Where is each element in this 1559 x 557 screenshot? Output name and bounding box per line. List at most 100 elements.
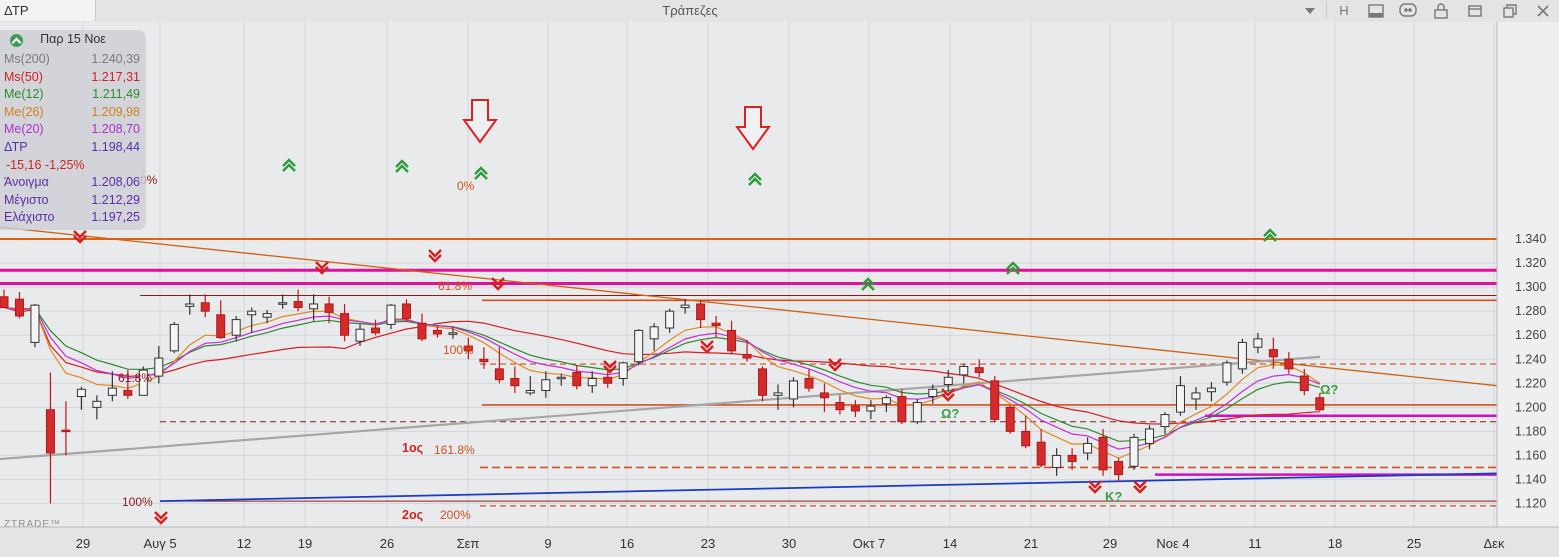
candle-body — [1083, 442, 1093, 454]
info-row: Ms(200) 1.240,39 — [4, 50, 140, 68]
fib-upper-618: 61.8% — [438, 279, 472, 293]
candle-body — [92, 400, 102, 408]
candle-body — [943, 376, 953, 386]
x-tick-label: Νοε 4 — [1156, 536, 1189, 551]
candle-body — [1175, 385, 1185, 413]
candlestick-chart[interactable]: 0% 61.8% 100% 61.8% 100% 161.8% 200% 0% … — [0, 22, 1559, 557]
candle-body — [216, 314, 226, 339]
info-value: 1.208,70 — [91, 122, 140, 137]
y-tick-label: 1.200 — [1515, 400, 1546, 414]
candle — [479, 347, 489, 369]
candle — [0, 289, 9, 309]
x-axis-background — [0, 527, 1559, 557]
candle — [990, 376, 1000, 422]
candle — [634, 329, 644, 366]
candle-body — [107, 387, 117, 396]
lock-icon[interactable] — [1427, 0, 1455, 21]
big-down-arrow-icon — [462, 99, 498, 144]
candles — [0, 289, 1325, 504]
x-tick-label: 26 — [380, 536, 394, 551]
candle-body — [293, 301, 303, 309]
info-row: Ελάχιστο 1.197,25 — [4, 208, 140, 226]
down-signal-icon — [700, 340, 714, 354]
omega-label-2: Ω? — [1320, 382, 1338, 397]
x-tick-label: Σεπ — [457, 536, 480, 551]
y-tick-label: 1.340 — [1515, 232, 1546, 246]
candle-body — [1222, 362, 1232, 383]
candle-body — [510, 377, 520, 387]
candle-body — [881, 397, 891, 405]
candle — [92, 395, 102, 420]
candle — [1206, 382, 1216, 402]
x-tick-label: Αυγ 5 — [143, 536, 176, 551]
candle-body — [1114, 460, 1124, 476]
info-row: Me(20) 1.208,70 — [4, 120, 140, 138]
candle-body — [417, 322, 427, 340]
candle-body — [788, 380, 798, 400]
candle-body — [479, 358, 489, 363]
candle — [912, 398, 922, 425]
candle-body — [804, 377, 814, 389]
candle-body — [1237, 341, 1247, 370]
candle-body — [371, 327, 381, 334]
plot-background — [0, 22, 1497, 527]
candle-body — [355, 328, 365, 342]
candle — [1083, 437, 1093, 461]
chart-title: Τράπεζες — [662, 3, 718, 18]
candle-body — [928, 388, 938, 398]
restore-icon[interactable] — [1496, 0, 1524, 21]
info-label: Μέγιστο — [4, 192, 49, 207]
y-tick-label: 1.320 — [1515, 256, 1546, 270]
info-row: ΔΤΡ 1.198,44 — [4, 138, 140, 156]
candle — [541, 371, 551, 398]
candle — [154, 346, 164, 384]
minimize-icon[interactable] — [1461, 0, 1489, 21]
y-tick-label: 1.240 — [1515, 352, 1546, 366]
candle — [680, 299, 690, 314]
candle — [928, 384, 938, 404]
symbol-field[interactable]: ΔΤΡ — [0, 0, 96, 21]
candle-body — [123, 390, 133, 396]
candle-body — [76, 388, 86, 398]
up-signal-icon — [861, 277, 875, 291]
info-value: 1.209,98 — [91, 104, 140, 119]
close-icon[interactable] — [1529, 0, 1557, 21]
panel-icon[interactable] — [1362, 0, 1390, 21]
y-tick-label: 1.120 — [1515, 497, 1546, 511]
candle — [1299, 368, 1309, 396]
candle-body — [169, 323, 179, 352]
info-panel: Παρ 15 Νοε Ms(200) 1.240,39 Ms(50) 1.217,31… — [0, 30, 146, 230]
uptrend-line — [159, 472, 1498, 502]
signal-arrows — [73, 99, 1277, 525]
info-label: Me(12) — [4, 87, 44, 102]
candle — [850, 400, 860, 417]
info-value: 1.211,49 — [92, 87, 140, 102]
dropdown-chevron-icon[interactable] — [1296, 0, 1324, 21]
info-row: Me(12) 1.211,49 — [4, 85, 140, 103]
candle — [943, 370, 953, 392]
candle — [247, 307, 257, 333]
up-signal-icon — [748, 172, 762, 186]
candle-body — [1129, 436, 1139, 467]
label-2os: 2ος — [402, 508, 423, 522]
candle — [727, 320, 737, 355]
quote-icon[interactable] — [1394, 0, 1422, 21]
candle — [649, 323, 659, 351]
trend-lines — [0, 226, 1498, 502]
collapse-icon[interactable] — [10, 34, 23, 47]
candle-body — [1191, 392, 1201, 400]
candle — [432, 325, 442, 338]
info-value: 1.240,39 — [91, 52, 140, 66]
candle-body — [1160, 414, 1170, 428]
chart-labels: 0% 61.8% 100% 61.8% 100% 161.8% 200% 0% … — [4, 173, 1338, 530]
x-tick-label: 12 — [237, 536, 251, 551]
candle — [525, 376, 535, 396]
candle-body — [835, 402, 845, 411]
candle-body — [1005, 406, 1015, 432]
x-tick-label: Οκτ 7 — [853, 536, 886, 551]
h-button[interactable]: H — [1339, 3, 1349, 18]
candle — [819, 383, 829, 413]
kappa-label: Κ? — [1105, 489, 1122, 504]
candle-body — [634, 329, 644, 363]
candle — [185, 294, 195, 315]
